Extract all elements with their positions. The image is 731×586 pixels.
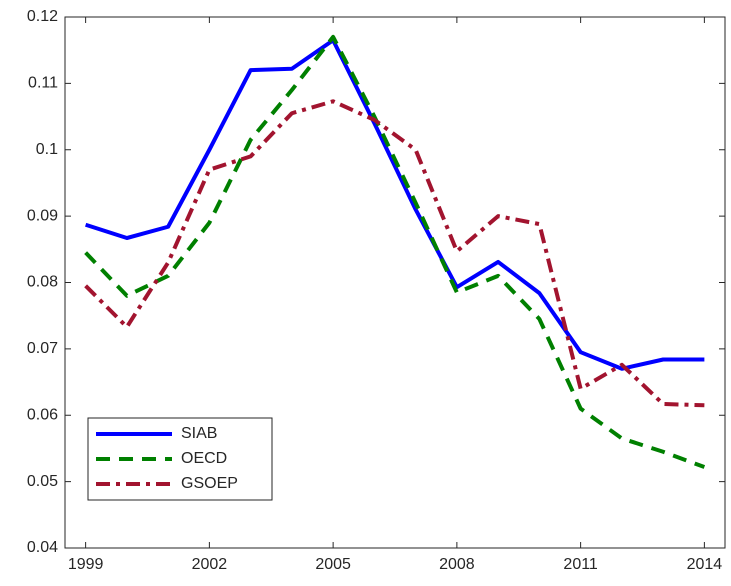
legend-box — [87, 417, 273, 501]
y-tick-label: 0.04 — [27, 539, 58, 556]
x-tick-label: 2008 — [439, 556, 475, 573]
y-tick-label: 0.12 — [27, 8, 58, 25]
y-tick-label: 0.11 — [28, 75, 58, 92]
y-tick-label: 0.05 — [27, 473, 58, 490]
x-tick-label: 2014 — [687, 556, 723, 573]
y-tick-label: 0.06 — [27, 406, 58, 423]
x-tick-label: 2002 — [192, 556, 228, 573]
x-tick-label: 1999 — [68, 556, 104, 573]
x-tick-label: 2011 — [563, 556, 598, 573]
series-line — [85, 38, 705, 371]
legend-label: SIAB — [181, 425, 217, 442]
x-tick-label: 2005 — [315, 556, 351, 573]
legend-label: OECD — [181, 450, 227, 467]
y-tick-label: 0.08 — [27, 274, 58, 291]
series-line — [84, 34, 706, 469]
series-line — [84, 99, 705, 408]
legend-label: GSOEP — [181, 475, 238, 492]
y-tick-label: 0.09 — [27, 207, 58, 224]
y-tick-label: 0.1 — [36, 141, 58, 158]
y-tick-label: 0.07 — [27, 340, 58, 357]
